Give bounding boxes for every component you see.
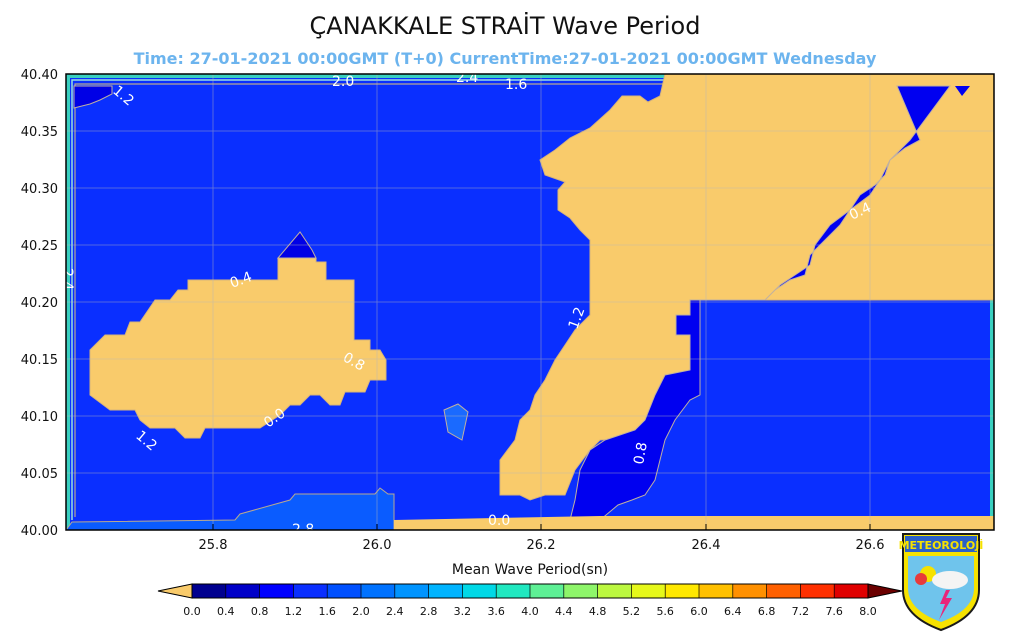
colorbar-tick-label: 8.0 xyxy=(859,605,877,618)
y-tick-label: 40.35 xyxy=(21,125,58,140)
colorbar-title: Mean Wave Period(sn) xyxy=(451,562,609,578)
colorbar-tick-label: 4.0 xyxy=(521,605,539,618)
cloud-icon xyxy=(932,571,968,589)
y-tick-label: 40.05 xyxy=(21,467,58,482)
colorbar-tick-label: 7.2 xyxy=(792,605,810,618)
y-tick-label: 40.15 xyxy=(21,353,58,368)
contour-label: 0.0 xyxy=(488,513,510,529)
colorbar-segment xyxy=(800,584,835,598)
x-tick-label: 26.0 xyxy=(363,538,392,553)
x-tick-label: 26.2 xyxy=(527,538,556,553)
y-tick-label: 40.30 xyxy=(21,182,58,197)
colorbar-segment xyxy=(259,584,294,598)
colorbar-segment xyxy=(699,584,734,598)
meteoroloji-logo: METEOROLOJİ xyxy=(899,533,984,632)
contour-label: 2.8 xyxy=(292,522,314,538)
colorbar-over-arrow xyxy=(867,583,903,599)
colorbar-segment xyxy=(327,584,362,598)
colorbar-tick-label: 2.4 xyxy=(386,605,404,618)
thermometer-icon xyxy=(915,573,927,585)
lightning-icon xyxy=(939,590,952,620)
map-subtitle: Time: 27-01-2021 00:00GMT (T+0) CurrentT… xyxy=(133,49,877,68)
colorbar-tick-label: 4.4 xyxy=(555,605,573,618)
land-south-coast xyxy=(394,516,994,530)
x-axis: 25.8 26.0 26.2 26.4 26.6 xyxy=(199,524,885,553)
contour-label: 0.8 xyxy=(631,441,651,466)
colorbar-under-arrow xyxy=(157,583,193,599)
y-tick-label: 40.25 xyxy=(21,239,58,254)
colorbar-tick-label: 3.2 xyxy=(454,605,472,618)
colorbar-tick-label: 5.2 xyxy=(623,605,641,618)
colorbar-segment xyxy=(563,584,599,598)
contour-label: 2.4 xyxy=(59,268,75,290)
colorbar-tick-label: 3.6 xyxy=(487,605,505,618)
map-title: ÇANAKKALE STRAİT Wave Period xyxy=(309,12,701,40)
colorbar-segment xyxy=(462,584,497,598)
strait-channel xyxy=(955,86,970,96)
y-axis: 40.40 40.35 40.30 40.25 40.20 40.15 40.1… xyxy=(21,68,58,539)
grid-lines xyxy=(66,74,994,530)
colorbar-segment xyxy=(293,584,328,598)
strait-channel xyxy=(569,85,951,521)
colorbar-tick-label: 7.6 xyxy=(825,605,843,618)
colorbar-segment xyxy=(225,584,261,598)
contour-label: 2.0 xyxy=(332,74,354,90)
y-tick-label: 40.10 xyxy=(21,410,58,425)
colorbar-tick-label: 0.0 xyxy=(183,605,201,618)
colorbar-tick-label: 6.0 xyxy=(690,605,708,618)
colorbar-segment xyxy=(394,584,430,598)
colorbar-segment xyxy=(732,584,768,598)
shallow-band xyxy=(66,487,395,530)
colorbar-tick-label: 0.4 xyxy=(217,605,235,618)
colorbar-segment xyxy=(665,584,700,598)
colorbar-tick-label: 1.6 xyxy=(318,605,336,618)
colorbar-segment xyxy=(361,584,396,598)
map-plot-area: 1.2 2.0 2.4 1.6 0.4 0.4 0.8 1.2 0.0 1.2 … xyxy=(59,70,994,538)
colorbar-tick-label: 1.2 xyxy=(285,605,303,618)
colorbar-tick-label: 5.6 xyxy=(656,605,674,618)
colorbar-segment xyxy=(834,584,869,598)
land-island-west xyxy=(89,257,387,439)
colorbar-segment xyxy=(496,584,531,598)
colorbar: 0.0 0.4 0.8 1.2 1.6 2.0 2.4 2.8 3.2 3.6 4.0 4.4 4.8 5… xyxy=(157,583,903,618)
colorbar-segment xyxy=(192,584,227,598)
colorbar-tick-label: 6.4 xyxy=(724,605,742,618)
colorbar-tick-label: 6.8 xyxy=(758,605,776,618)
y-tick-label: 40.40 xyxy=(21,68,58,83)
y-tick-label: 40.00 xyxy=(21,524,58,539)
colorbar-segment xyxy=(597,584,632,598)
contour-label: 1.6 xyxy=(505,77,527,93)
colorbar-segment xyxy=(530,584,565,598)
colorbar-tick-label: 0.8 xyxy=(251,605,269,618)
plot-frame xyxy=(65,73,995,531)
x-tick-label: 25.8 xyxy=(199,538,228,553)
y-tick-label: 40.20 xyxy=(21,296,58,311)
x-tick-label: 26.6 xyxy=(856,538,885,553)
contour-label: 2.4 xyxy=(456,70,478,86)
contour-label: 1.2 xyxy=(566,305,589,331)
colorbar-tick-label: 4.8 xyxy=(589,605,607,618)
logo-text: METEOROLOJİ xyxy=(899,538,984,552)
colorbar-segment xyxy=(766,584,801,598)
colorbar-tick-label: 2.0 xyxy=(352,605,370,618)
x-tick-label: 26.4 xyxy=(692,538,721,553)
contour-line xyxy=(74,83,665,517)
colorbar-segment xyxy=(428,584,463,598)
deep-blue-patch xyxy=(73,85,113,109)
colorbar-segment xyxy=(631,584,666,598)
islet xyxy=(443,403,469,441)
contour-label: 0.4 xyxy=(228,269,254,292)
colorbar-tick-label: 2.8 xyxy=(420,605,438,618)
contour-line xyxy=(71,79,665,520)
